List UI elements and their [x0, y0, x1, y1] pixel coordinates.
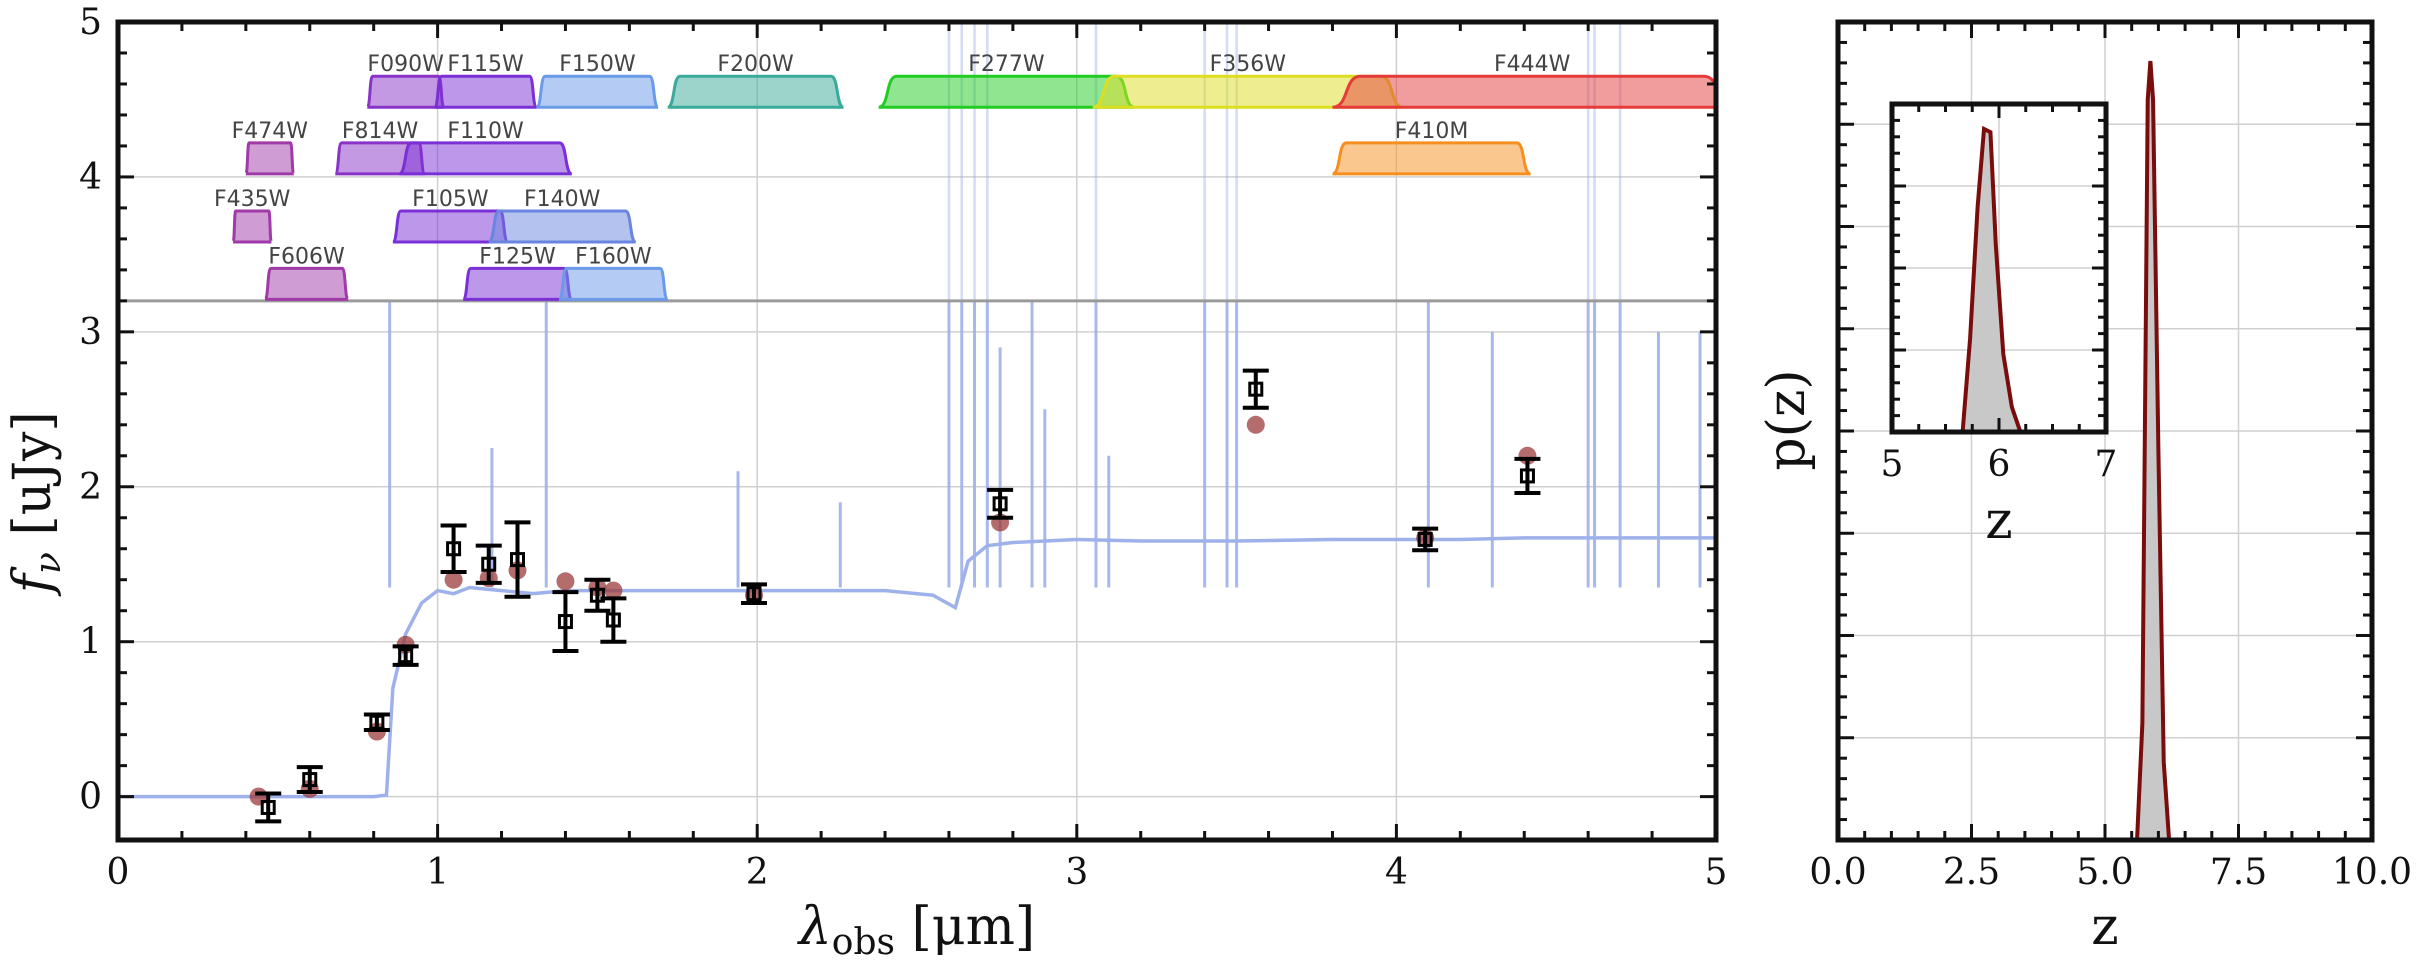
inset-x-tick-label: 6: [1988, 444, 2011, 485]
obs-point: [605, 612, 621, 628]
sed-frame: [115, 19, 1719, 843]
pz-line: [2135, 60, 2172, 841]
y-tick-label: 3: [79, 312, 102, 353]
model-sed-line: [118, 536, 1716, 799]
inset-pz-fill: [1962, 128, 2021, 432]
filter-label: F435W: [214, 187, 291, 212]
filter-curve: [487, 209, 637, 244]
pz-x-tick-label: 0.0: [1809, 852, 1866, 893]
filter-curve: [461, 266, 574, 301]
filter-label: F110W: [447, 119, 524, 144]
filter-label: F125W: [479, 244, 556, 269]
filter-label: F474W: [232, 119, 309, 144]
sed-plot-area: F474W F435W F606W F814W F090W F115W F110W F105W…: [118, 22, 1716, 840]
filter-curve: [666, 74, 845, 109]
obs-point: [1519, 468, 1535, 484]
filter-curve: [557, 266, 670, 301]
obs-point: [260, 799, 276, 815]
filter-label: F115W: [447, 52, 524, 77]
y-axis-label-units: [uJy]: [3, 411, 63, 552]
filter-label: F090W: [367, 52, 444, 77]
y-tick-label: 4: [79, 157, 102, 198]
y-axis-label-subscript: ν: [28, 552, 69, 574]
filter-label: F356W: [1210, 52, 1287, 77]
x-tick-label: 1: [426, 852, 449, 893]
fit-point: [444, 570, 463, 589]
fit-point: [556, 572, 575, 591]
inset-pz-line: [1960, 125, 2023, 433]
pz-y-axis-label: p(z): [1757, 369, 1817, 470]
filter-label: F140W: [524, 187, 601, 212]
filter-label: F814W: [342, 119, 419, 144]
x-axis-label-units: [μm]: [895, 897, 1035, 957]
pz-x-tick-label: 2.5: [1943, 852, 2000, 893]
y-tick-label: 1: [79, 622, 102, 663]
x-axis-label: λobs [μm]: [797, 897, 1035, 963]
x-tick-label: 0: [107, 852, 130, 893]
y-tick-label: 5: [79, 2, 102, 43]
x-tick-label: 3: [1065, 852, 1088, 893]
filter-curve: [1332, 74, 1716, 109]
x-tick-label: 5: [1705, 852, 1728, 893]
obs-point: [746, 586, 762, 602]
x-tick-label: 2: [746, 852, 769, 893]
filter-curve: [878, 74, 1135, 109]
fit-point: [1246, 415, 1265, 434]
obs-point: [1248, 381, 1264, 397]
obs-point: [369, 714, 385, 730]
obs-point: [589, 587, 605, 603]
inset-x-tick-label: 7: [2095, 444, 2118, 485]
inset-x-tick-label: 5: [1881, 444, 1904, 485]
y-tick-label: 2: [79, 467, 102, 508]
pz-x-tick-label: 5.0: [2076, 852, 2133, 893]
filter-label: F606W: [268, 244, 345, 269]
filter-curve: [231, 209, 273, 244]
x-axis-label-symbol: λ: [797, 897, 832, 957]
filter-label: F160W: [575, 244, 652, 269]
filter-curve: [535, 74, 660, 109]
obs-point: [1417, 531, 1433, 547]
filter-label: F200W: [717, 52, 794, 77]
x-axis-label-subscript: obs: [832, 922, 895, 963]
pz-x-tick-label: 7.5: [2210, 852, 2267, 893]
filter-curve: [244, 141, 296, 176]
y-tick-label: 0: [79, 777, 102, 818]
filter-label: F105W: [412, 187, 489, 212]
filter-curve: [365, 74, 446, 109]
obs-point: [481, 556, 497, 572]
obs-point: [398, 648, 414, 664]
pz-x-axis-label: z: [2091, 897, 2118, 957]
inset-x-axis-label: z: [1985, 491, 2012, 551]
filter-label: F410M: [1395, 119, 1469, 144]
x-tick-label: 4: [1385, 852, 1408, 893]
obs-point: [446, 541, 462, 557]
filter-label: F444W: [1494, 52, 1571, 77]
fit-point: [604, 581, 623, 600]
obs-point: [510, 552, 525, 568]
obs-point: [992, 496, 1008, 512]
filter-curve: [398, 141, 573, 176]
filter-curve: [1331, 141, 1532, 176]
obs-point: [302, 772, 318, 788]
filter-curve: [263, 266, 350, 301]
filter-curve: [432, 74, 539, 109]
filter-label: F277W: [968, 52, 1045, 77]
y-axis-label: fν [uJy]: [3, 411, 69, 597]
obs-point: [557, 614, 573, 630]
filter-label: F150W: [559, 52, 636, 77]
pz-x-tick-label: 10.0: [2332, 852, 2412, 893]
